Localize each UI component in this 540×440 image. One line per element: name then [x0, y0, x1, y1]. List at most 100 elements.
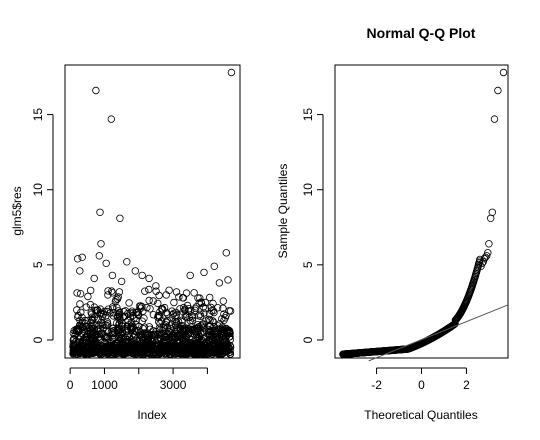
residual-point — [74, 342, 83, 350]
residual-point — [97, 309, 106, 317]
residual-point — [171, 317, 179, 326]
residual-point — [113, 304, 121, 312]
residual-point — [115, 288, 124, 296]
qq-plot-y-tick-label: 10 — [301, 183, 315, 197]
residual-point — [206, 322, 214, 330]
residual-point — [109, 305, 117, 313]
residual-point — [188, 326, 197, 335]
qq-tail-point — [484, 249, 492, 257]
qq-tail-point — [488, 208, 496, 216]
index-plot-frame — [64, 64, 241, 359]
residual-point — [102, 321, 111, 329]
residual-outlier-point — [117, 277, 126, 286]
residual-outlier-point — [73, 255, 82, 263]
residual-point — [179, 345, 187, 353]
residual-point — [85, 340, 93, 348]
qq-tail-point — [485, 240, 493, 248]
residual-point — [182, 289, 191, 297]
residual-point — [167, 336, 176, 345]
residual-point — [195, 346, 203, 354]
residual-point — [179, 348, 187, 357]
residual-point — [218, 315, 226, 323]
residual-point — [193, 343, 201, 352]
residual-outlier-point — [102, 259, 110, 267]
residual-outlier-point — [104, 291, 112, 299]
residual-point — [159, 341, 168, 350]
qq-tail-point — [487, 214, 495, 222]
residual-outlier-point — [200, 268, 208, 277]
residual-outlier-point — [162, 291, 170, 299]
residual-point — [109, 324, 118, 332]
residual-point — [90, 313, 99, 321]
residual-point — [220, 336, 228, 344]
residual-point — [98, 347, 106, 355]
residual-outlier-point — [107, 115, 115, 123]
residual-point — [167, 348, 175, 356]
residual-point — [121, 307, 130, 315]
residual-outlier-point — [78, 253, 86, 261]
residual-point — [108, 289, 117, 297]
index-plot-y-tick-label: 0 — [31, 336, 45, 343]
qq-plot-y-tick-label: 5 — [301, 261, 315, 268]
residual-point — [118, 329, 127, 337]
residual-point — [149, 311, 158, 319]
residual-outlier-point — [210, 262, 218, 270]
residual-point — [113, 346, 121, 355]
residual-point — [164, 328, 173, 336]
residual-point — [80, 349, 88, 357]
residual-point — [185, 305, 193, 313]
residual-outlier-point — [138, 271, 146, 280]
residual-outlier-point — [97, 240, 105, 248]
residual-point — [153, 334, 162, 343]
residual-point — [196, 294, 204, 302]
qq-plot-x-tick-label: -2 — [371, 378, 382, 392]
residual-outlier-point — [96, 208, 104, 216]
residual-point — [131, 349, 140, 357]
residual-outlier-point — [179, 294, 188, 302]
residual-point — [198, 336, 206, 345]
residual-point — [114, 307, 122, 315]
residual-point — [154, 299, 162, 308]
residual-point — [205, 293, 214, 302]
residual-point — [143, 345, 151, 353]
residual-outlier-point — [222, 249, 230, 257]
residual-point — [205, 346, 213, 354]
qq-tail-point — [481, 253, 490, 261]
residual-outlier-point — [123, 258, 131, 266]
qq-plot-x-tick-label: 2 — [463, 378, 470, 392]
residual-point — [197, 299, 206, 307]
residual-point — [181, 350, 189, 358]
residual-point — [84, 292, 92, 301]
residual-point — [188, 348, 197, 356]
residual-point — [104, 305, 112, 313]
residual-point — [74, 346, 82, 354]
residual-point — [152, 327, 160, 336]
residual-point — [201, 304, 210, 313]
residual-point — [226, 307, 235, 315]
residual-point — [219, 345, 227, 354]
residual-point — [156, 349, 165, 358]
residual-point — [212, 329, 220, 337]
residual-point — [145, 285, 153, 294]
residual-outlier-point — [215, 279, 224, 287]
residual-point — [126, 313, 134, 321]
residual-point — [186, 316, 194, 325]
residual-outlier-point — [90, 274, 98, 283]
qq-tail-point — [480, 255, 489, 263]
residual-point — [219, 297, 227, 305]
residual-point — [110, 334, 118, 343]
qq-plot-points — [339, 68, 508, 358]
residual-point — [107, 287, 116, 295]
qq-plot-y-label: Sample Quantiles — [276, 164, 290, 259]
residual-point — [171, 334, 180, 342]
residual-point — [170, 298, 178, 307]
residual-point — [172, 343, 180, 352]
index-plot-x-tick-label: 0 — [67, 378, 74, 392]
residual-point — [117, 341, 126, 350]
index-plot-x-tick-label: 3000 — [160, 378, 187, 392]
residual-point — [72, 349, 80, 358]
residual-point — [82, 349, 91, 357]
residual-outlier-point — [145, 274, 153, 283]
residual-point — [133, 308, 141, 316]
residual-point — [196, 310, 204, 318]
